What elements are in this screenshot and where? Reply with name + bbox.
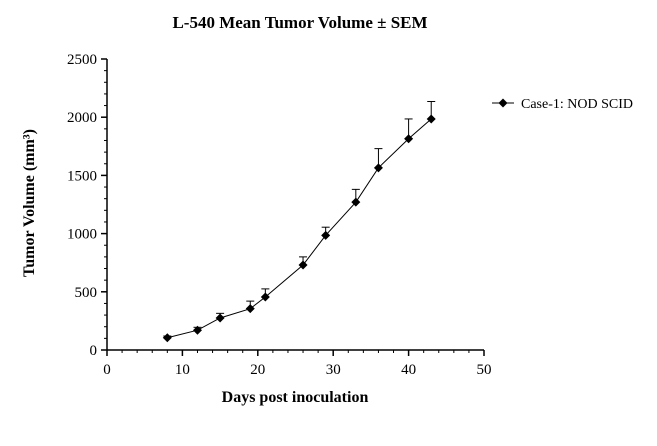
- data-point: [245, 304, 255, 314]
- y-tick-label: 0: [90, 343, 98, 359]
- y-axis-label: Tumor Volume (mm³): [21, 129, 38, 277]
- x-tick-label: 0: [103, 362, 111, 378]
- data-point: [426, 114, 436, 124]
- y-tick-label: 2500: [67, 52, 97, 68]
- x-axis-label: Days post inoculation: [222, 389, 369, 406]
- data-point: [351, 197, 361, 207]
- data-point: [373, 163, 383, 173]
- x-tick-label: 20: [250, 362, 265, 378]
- data-point: [260, 292, 270, 302]
- y-tick-label: 1000: [67, 227, 97, 243]
- data-point: [321, 230, 331, 240]
- legend-label: Case-1: NOD SCID: [521, 97, 633, 112]
- data-point: [192, 325, 202, 335]
- legend: Case-1: NOD SCID: [492, 97, 633, 112]
- x-tick-label: 40: [401, 362, 416, 378]
- data-point: [215, 313, 225, 323]
- data-point: [404, 134, 414, 144]
- chart-title: L-540 Mean Tumor Volume ± SEM: [172, 13, 427, 32]
- x-tick-label: 30: [326, 362, 341, 378]
- data-point: [298, 260, 308, 270]
- y-tick-label: 500: [75, 285, 98, 301]
- plot-area: [162, 100, 436, 343]
- data-point: [162, 333, 172, 343]
- series-line: [167, 118, 432, 339]
- x-tick-label: 10: [175, 362, 190, 378]
- y-tick-label: 2000: [67, 110, 97, 126]
- y-tick-label: 1500: [67, 168, 97, 184]
- legend-marker: [498, 98, 508, 108]
- x-tick-label: 50: [477, 362, 492, 378]
